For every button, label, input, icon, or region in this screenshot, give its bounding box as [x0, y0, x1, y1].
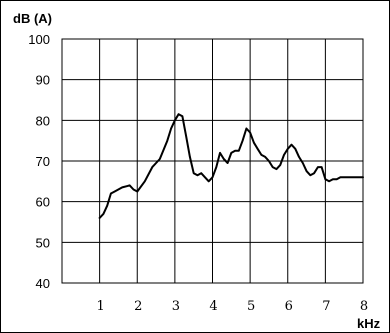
y-tick-label: 40: [36, 276, 50, 291]
x-tick-label: 4: [209, 299, 217, 314]
x-tick-label: 3: [172, 299, 180, 314]
grid: [62, 39, 363, 283]
x-tick-label: 1: [96, 299, 104, 314]
plot-border: [61, 38, 364, 284]
y-axis-label: dB (A): [13, 11, 52, 26]
x-tick-label: 7: [322, 299, 330, 314]
x-axis-ticks: 1 2 3 4 5 6 7 8: [96, 299, 368, 314]
x-tick-label: 2: [134, 299, 142, 314]
y-tick-label: 90: [36, 73, 50, 88]
x-tick-label: 6: [285, 299, 293, 314]
x-tick-label: 8: [360, 299, 368, 314]
y-tick-label: 60: [36, 195, 50, 210]
y-tick-label: 50: [36, 235, 50, 250]
y-axis-ticks: 40 50 60 70 80 90 100: [28, 32, 50, 291]
y-tick-label: 100: [28, 32, 50, 47]
x-axis-label: kHz: [357, 316, 381, 331]
y-tick-label: 80: [36, 113, 50, 128]
x-tick-label: 5: [247, 299, 255, 314]
y-tick-label: 70: [36, 154, 50, 169]
series-line: [98, 113, 364, 219]
